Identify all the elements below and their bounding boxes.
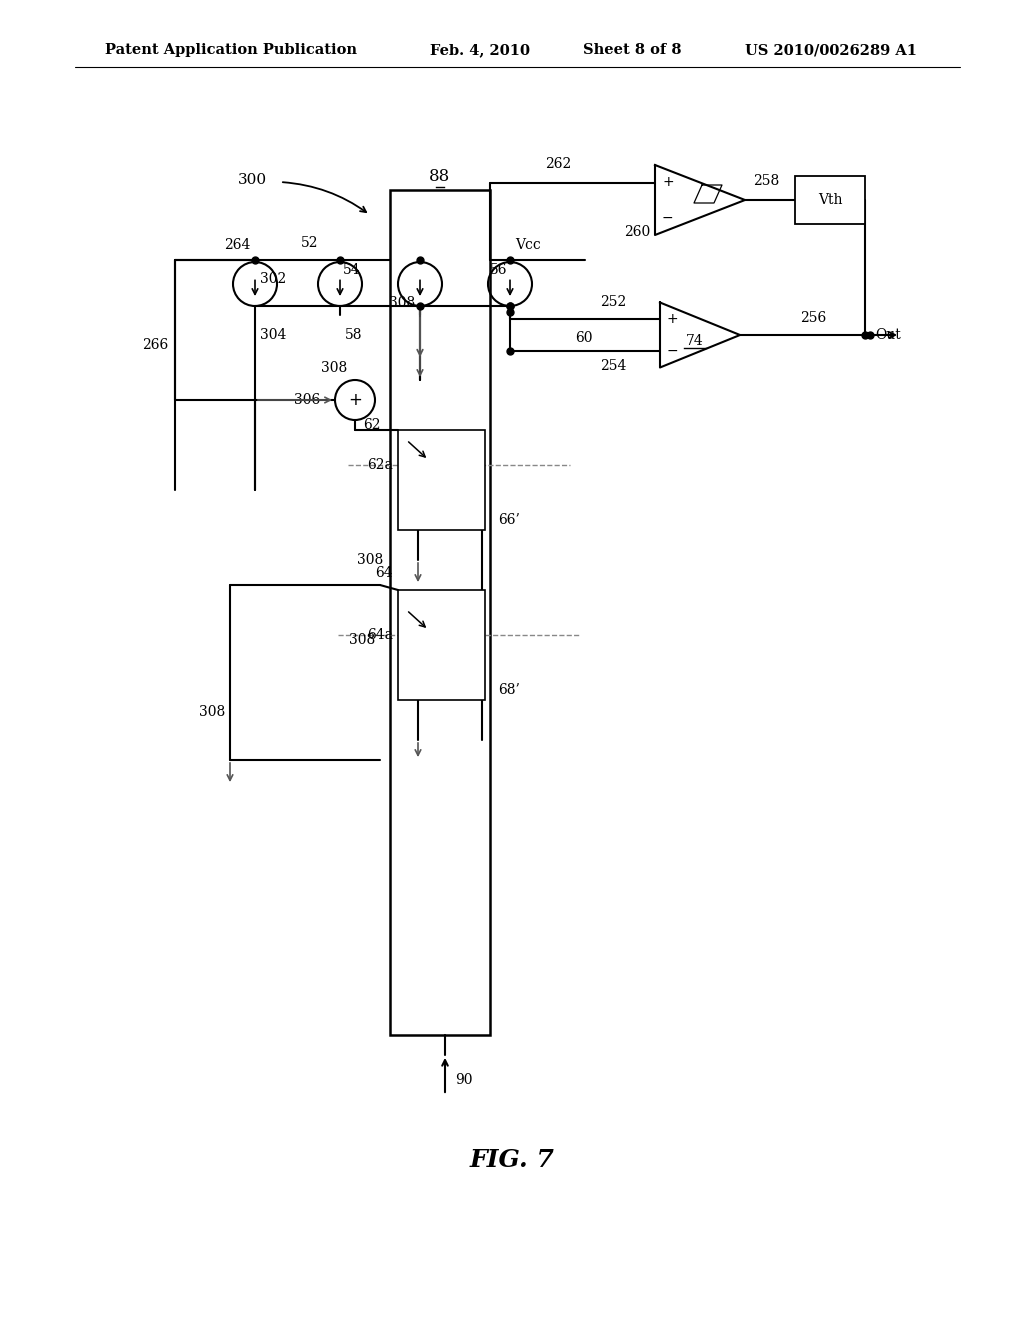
Text: 308: 308 bbox=[389, 296, 415, 310]
Text: 58: 58 bbox=[345, 327, 362, 342]
Text: 308: 308 bbox=[199, 705, 225, 719]
Bar bbox=[390, 190, 490, 1035]
Text: 66’: 66’ bbox=[498, 513, 520, 527]
Text: 60: 60 bbox=[575, 331, 593, 345]
Text: 252: 252 bbox=[600, 294, 627, 309]
Text: 62a: 62a bbox=[368, 458, 393, 473]
Text: 254: 254 bbox=[600, 359, 627, 374]
Text: Sheet 8 of 8: Sheet 8 of 8 bbox=[583, 44, 682, 57]
Text: FIG. 7: FIG. 7 bbox=[470, 1148, 554, 1172]
Text: 258: 258 bbox=[753, 174, 779, 187]
Text: 262: 262 bbox=[545, 157, 571, 170]
Text: 304: 304 bbox=[260, 327, 287, 342]
Text: US 2010/0026289 A1: US 2010/0026289 A1 bbox=[745, 44, 918, 57]
Text: 90: 90 bbox=[455, 1073, 472, 1086]
Text: Vcc: Vcc bbox=[515, 238, 541, 252]
Text: 264: 264 bbox=[223, 238, 250, 252]
Text: 300: 300 bbox=[238, 173, 267, 187]
Text: +: + bbox=[662, 176, 674, 190]
Bar bbox=[795, 176, 865, 224]
Text: 74: 74 bbox=[686, 334, 703, 348]
Text: 308: 308 bbox=[349, 634, 375, 647]
Text: 306: 306 bbox=[294, 393, 319, 407]
Text: 302: 302 bbox=[260, 272, 287, 286]
Text: 88: 88 bbox=[429, 168, 451, 185]
Text: 68’: 68’ bbox=[498, 682, 520, 697]
Text: −: − bbox=[667, 345, 679, 358]
Text: 64: 64 bbox=[376, 566, 393, 579]
Text: 52: 52 bbox=[301, 236, 318, 249]
Text: 308: 308 bbox=[321, 360, 347, 375]
Text: Vth: Vth bbox=[818, 193, 843, 207]
Text: +: + bbox=[667, 312, 679, 326]
Text: −: − bbox=[662, 210, 674, 224]
Text: Patent Application Publication: Patent Application Publication bbox=[105, 44, 357, 57]
Text: 64a: 64a bbox=[367, 628, 393, 642]
Text: 260: 260 bbox=[624, 226, 650, 239]
Text: 54: 54 bbox=[343, 263, 360, 277]
Text: 266: 266 bbox=[141, 338, 168, 352]
Text: +: + bbox=[348, 391, 361, 409]
Bar bbox=[398, 590, 485, 700]
Text: 256: 256 bbox=[800, 312, 826, 325]
Text: Feb. 4, 2010: Feb. 4, 2010 bbox=[430, 44, 530, 57]
Text: 56: 56 bbox=[489, 263, 507, 277]
Bar bbox=[398, 430, 485, 531]
Text: Out: Out bbox=[874, 327, 901, 342]
Text: 308: 308 bbox=[356, 553, 383, 568]
Text: 62: 62 bbox=[362, 418, 381, 432]
